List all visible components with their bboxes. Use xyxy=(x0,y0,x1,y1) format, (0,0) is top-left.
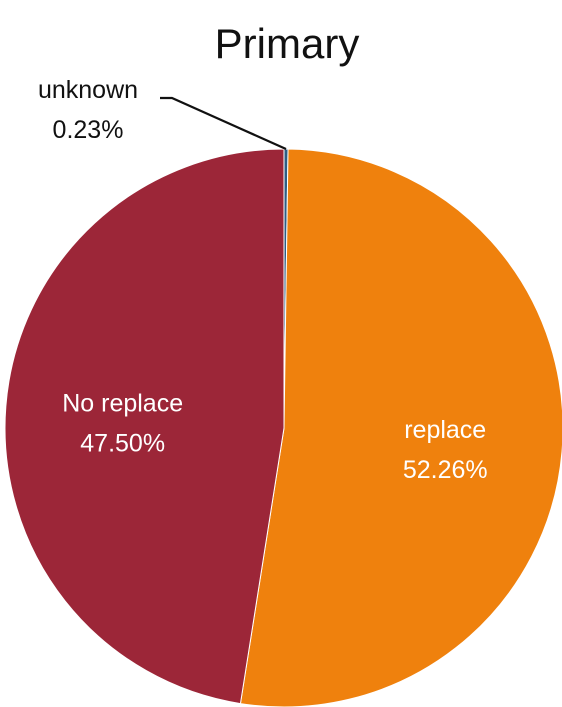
slice-label-no-replace: No replace xyxy=(62,389,183,417)
slice-label-unknown: unknown xyxy=(38,76,138,104)
slice-percent-no-replace: 47.50% xyxy=(80,429,165,457)
pie-slice-replace xyxy=(240,149,562,707)
slice-label-replace: replace xyxy=(404,416,486,444)
chart-title: Primary xyxy=(215,20,360,67)
slice-percent-unknown: 0.23% xyxy=(53,116,124,144)
leader-line-unknown xyxy=(160,98,286,149)
pie-slice-no-replace xyxy=(5,149,284,704)
slice-percent-replace: 52.26% xyxy=(403,456,488,484)
